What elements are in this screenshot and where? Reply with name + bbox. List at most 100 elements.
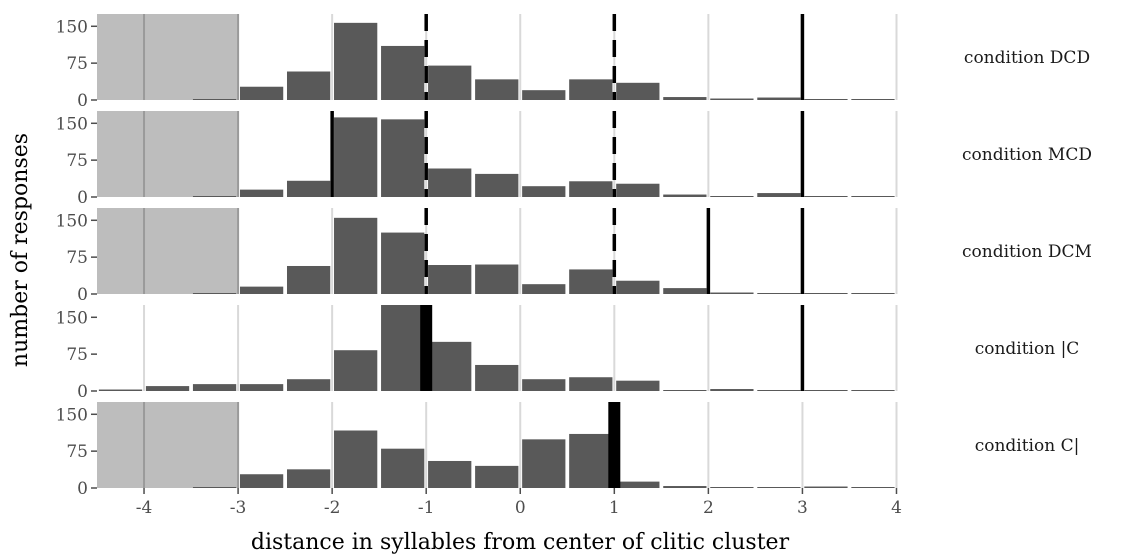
histogram-bar xyxy=(663,390,707,391)
x-tick-label: 2 xyxy=(703,498,714,518)
histogram-bar xyxy=(851,196,895,197)
histogram-bar xyxy=(381,119,425,197)
facet-strip-label: condition MCD xyxy=(962,145,1092,165)
x-axis-title: distance in syllables from center of cli… xyxy=(251,530,790,555)
x-tick-label: -1 xyxy=(418,498,435,518)
histogram-bar xyxy=(804,390,848,391)
y-tick-label: 75 xyxy=(66,54,88,74)
histogram-bar xyxy=(475,173,519,197)
histogram-bar xyxy=(851,487,895,488)
y-tick-label: 150 xyxy=(56,308,88,328)
histogram-bar xyxy=(428,265,472,294)
histogram-bar xyxy=(710,292,754,294)
x-tick-label: 3 xyxy=(797,498,808,518)
histogram-bar xyxy=(98,389,143,391)
histogram-bar xyxy=(428,341,472,391)
histogram-bar xyxy=(710,98,754,100)
histogram-bar xyxy=(239,474,284,488)
y-tick-label: 150 xyxy=(56,114,88,134)
histogram-bar xyxy=(710,389,754,391)
histogram-bar xyxy=(804,486,848,488)
histogram-bar xyxy=(239,86,284,100)
histogram-bar xyxy=(334,350,378,391)
histogram-bar xyxy=(522,90,566,100)
facet-strip-label: condition DCM xyxy=(962,242,1092,262)
histogram-bar xyxy=(663,97,707,100)
histogram-bar xyxy=(239,286,284,294)
histogram-bar xyxy=(851,293,895,294)
histogram-bar xyxy=(239,384,284,391)
histogram-bar xyxy=(192,293,237,294)
facet-panel: 150 75 0 condition DCM xyxy=(56,208,1092,305)
y-tick-label: 0 xyxy=(77,188,88,208)
facet-panel: 150 75 0 condition DCD xyxy=(56,14,1090,111)
histogram-bar xyxy=(616,481,660,488)
shaded-region xyxy=(97,111,239,197)
histogram-bar xyxy=(381,45,425,100)
facet-strip-label: condition |C xyxy=(975,339,1080,359)
histogram-bar xyxy=(428,65,472,100)
x-tick-label: -3 xyxy=(230,498,247,518)
histogram-bar xyxy=(192,99,237,100)
histogram-bar xyxy=(286,71,331,100)
x-tick-label: -4 xyxy=(136,498,153,518)
histogram-bar xyxy=(804,196,848,197)
histogram-bar xyxy=(334,117,378,197)
histogram-bar xyxy=(851,390,895,391)
y-tick-label: 75 xyxy=(66,442,88,462)
histogram-bar xyxy=(475,264,519,294)
histogram-bar xyxy=(428,460,472,488)
histogram-bar xyxy=(475,79,519,100)
histogram-bar xyxy=(616,183,660,197)
facet-panel: 150 75 0 condition C| xyxy=(56,402,1080,499)
histogram-bar xyxy=(569,181,613,197)
y-tick-label: 75 xyxy=(66,248,88,268)
histogram-bar xyxy=(286,379,331,391)
histogram-bar xyxy=(286,180,331,197)
shaded-region xyxy=(97,14,239,100)
x-tick-label: 0 xyxy=(515,498,526,518)
y-tick-label: 0 xyxy=(77,285,88,305)
facet-panel: 150 75 0 condition MCD xyxy=(56,111,1092,208)
histogram-bar xyxy=(804,293,848,294)
histogram-bar xyxy=(286,265,331,294)
histogram-bar xyxy=(381,232,425,294)
histogram-bar xyxy=(757,487,801,488)
histogram-bar xyxy=(475,465,519,488)
histogram-bar xyxy=(569,269,613,294)
histogram-bar xyxy=(804,99,848,100)
histogram-bar xyxy=(757,390,801,391)
histogram-bar xyxy=(428,168,472,197)
histogram-bar xyxy=(757,97,801,100)
histogram-bar xyxy=(475,364,519,391)
histogram-bar xyxy=(286,469,331,488)
histogram-bar xyxy=(710,196,754,197)
histogram-bar xyxy=(569,433,613,488)
histogram-bar xyxy=(522,186,566,197)
histogram-bar xyxy=(334,430,378,488)
facet-strip-label: condition C| xyxy=(975,436,1080,456)
histogram-bar xyxy=(616,280,660,294)
y-tick-label: 75 xyxy=(66,345,88,365)
facet-panel: 150 75 0 condition |C xyxy=(56,305,1080,402)
y-tick-label: 150 xyxy=(56,211,88,231)
histogram-bar xyxy=(569,377,613,391)
histogram-bar xyxy=(522,284,566,294)
y-tick-label: 75 xyxy=(66,151,88,171)
x-tick-label: 4 xyxy=(891,498,902,518)
histogram-bar xyxy=(239,189,284,197)
y-tick-label: 0 xyxy=(77,479,88,499)
histogram-bar xyxy=(334,217,378,294)
histogram-bar xyxy=(757,293,801,294)
y-tick-label: 150 xyxy=(56,405,88,425)
histogram-bar xyxy=(192,487,237,488)
histogram-bar xyxy=(192,196,237,197)
histogram-bar xyxy=(851,99,895,100)
histogram-bar xyxy=(663,194,707,197)
facet-strip-label: condition DCD xyxy=(964,48,1090,68)
histogram-bar xyxy=(522,379,566,391)
histogram-bar xyxy=(710,487,754,488)
histogram-bar xyxy=(616,380,660,391)
